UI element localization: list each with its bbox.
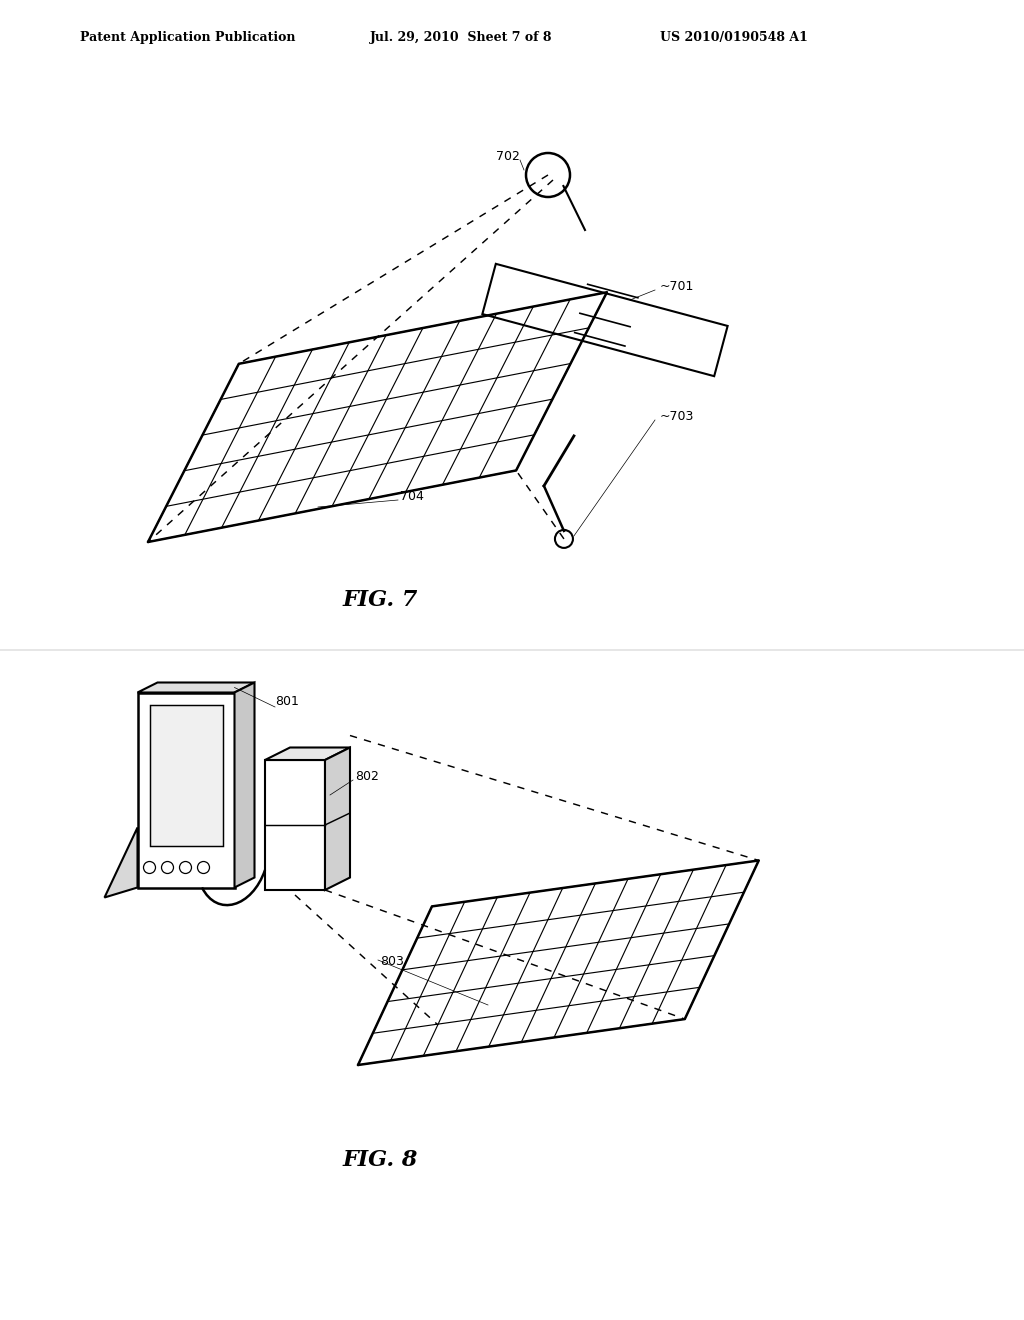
Polygon shape [325,747,350,890]
Polygon shape [265,760,325,890]
Polygon shape [234,682,255,887]
Polygon shape [150,705,222,846]
Text: Patent Application Publication: Patent Application Publication [80,30,296,44]
Text: 704: 704 [400,490,424,503]
Polygon shape [137,693,234,887]
Text: FIG. 8: FIG. 8 [342,1148,418,1171]
Text: US 2010/0190548 A1: US 2010/0190548 A1 [660,30,808,44]
Text: FIG. 7: FIG. 7 [342,589,418,611]
Text: Jul. 29, 2010  Sheet 7 of 8: Jul. 29, 2010 Sheet 7 of 8 [370,30,553,44]
Polygon shape [265,747,350,760]
Text: ~703: ~703 [660,411,694,422]
Text: ~701: ~701 [660,280,694,293]
Text: 801: 801 [275,696,299,708]
Text: 702: 702 [496,150,520,162]
Text: 802: 802 [355,770,379,783]
Polygon shape [137,682,255,693]
Text: 803: 803 [380,954,403,968]
Polygon shape [104,828,137,898]
